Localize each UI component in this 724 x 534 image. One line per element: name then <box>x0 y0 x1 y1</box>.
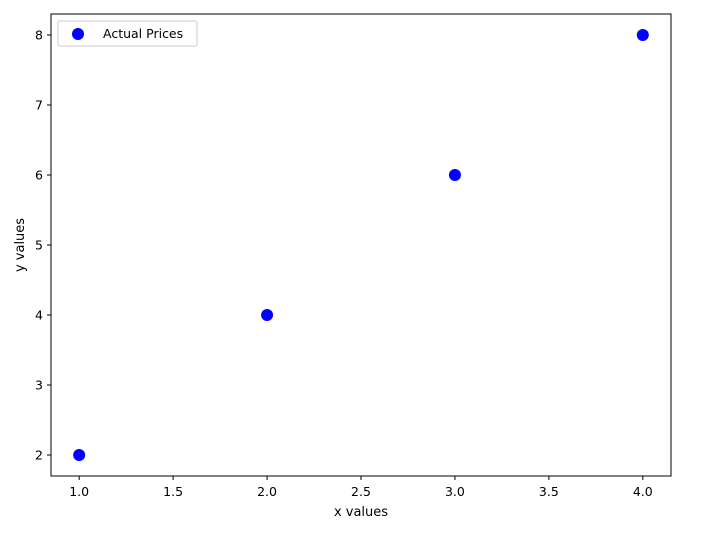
y-tick-label: 5 <box>35 238 43 253</box>
x-axis-label: x values <box>334 505 388 520</box>
legend-box <box>57 20 198 47</box>
y-axis: 2 3 4 5 6 7 8 <box>35 28 51 463</box>
data-point <box>448 169 461 181</box>
data-point <box>261 309 274 321</box>
x-tick-label: 2.0 <box>257 484 277 499</box>
data-point <box>636 29 649 41</box>
y-tick-label: 7 <box>35 98 43 113</box>
x-axis: 1.0 1.5 2.0 2.5 3.0 3.5 4.0 <box>69 476 653 499</box>
legend-marker <box>72 28 84 40</box>
legend: Actual Prices <box>57 20 198 47</box>
y-axis-label: y values <box>13 218 28 272</box>
legend-label: Actual Prices <box>103 26 183 41</box>
y-tick-label: 8 <box>35 28 43 43</box>
data-point <box>73 449 86 461</box>
y-tick-label: 2 <box>35 448 43 463</box>
y-tick-label: 6 <box>35 168 43 183</box>
x-tick-label: 3.5 <box>539 484 559 499</box>
x-tick-label: 1.0 <box>69 484 89 499</box>
x-tick-label: 4.0 <box>633 484 653 499</box>
x-tick-label: 3.0 <box>445 484 465 499</box>
plot-area <box>50 13 672 477</box>
y-tick-label: 4 <box>35 308 43 323</box>
y-tick-label: 3 <box>35 378 43 393</box>
series-actual-prices <box>73 29 649 461</box>
x-tick-label: 2.5 <box>351 484 371 499</box>
x-tick-label: 1.5 <box>163 484 183 499</box>
